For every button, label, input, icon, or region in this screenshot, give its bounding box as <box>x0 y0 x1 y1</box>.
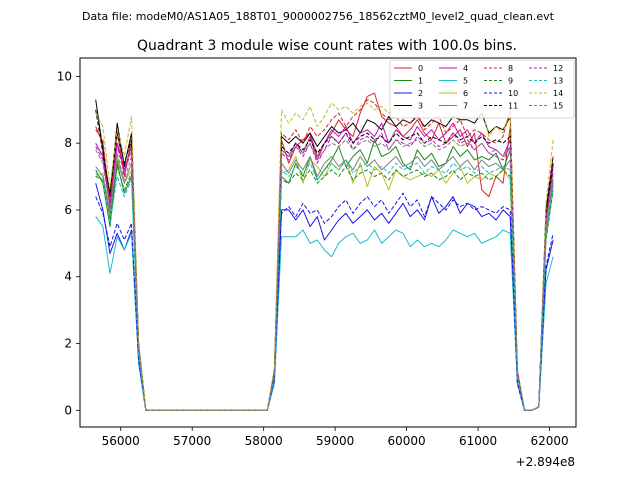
legend-label-7: 7 <box>463 102 468 111</box>
x-tick-label: 58000 <box>245 434 283 448</box>
legend-label-12: 12 <box>553 64 563 73</box>
plot-area-frame <box>79 57 577 428</box>
y-tick-label: 2 <box>64 337 72 351</box>
legend-label-10: 10 <box>508 89 518 98</box>
x-tick-label: 59000 <box>316 434 354 448</box>
x-tick-label: 62000 <box>530 434 568 448</box>
x-tick-label: 56000 <box>102 434 140 448</box>
x-tick-label: 60000 <box>388 434 426 448</box>
y-tick-label: 6 <box>64 203 72 217</box>
legend-label-1: 1 <box>418 77 423 86</box>
y-tick-label: 0 <box>64 403 72 417</box>
series-line-11 <box>95 109 554 411</box>
legend-label-5: 5 <box>463 77 468 86</box>
y-tick-label: 8 <box>64 136 72 150</box>
plot-series <box>95 92 554 411</box>
y-tick-label: 4 <box>64 270 72 284</box>
legend-label-15: 15 <box>553 102 563 111</box>
legend-label-4: 4 <box>463 64 468 73</box>
y-tick-label: 10 <box>57 69 72 83</box>
legend-label-14: 14 <box>553 89 563 98</box>
x-tick-label: 61000 <box>459 434 497 448</box>
legend-label-11: 11 <box>508 102 518 111</box>
data-file-label: Data file: modeM0/AS1A05_188T01_90000027… <box>82 10 555 23</box>
legend-label-13: 13 <box>553 77 563 86</box>
legend-label-6: 6 <box>463 89 468 98</box>
legend-label-8: 8 <box>508 64 513 73</box>
legend-label-2: 2 <box>418 89 423 98</box>
legend-frame <box>389 59 575 119</box>
chart-title: Quadrant 3 module wise count rates with … <box>137 38 517 54</box>
series-line-15 <box>95 139 554 411</box>
legend-label-3: 3 <box>418 102 423 111</box>
x-tick-label: 57000 <box>173 434 211 448</box>
legend-label-0: 0 <box>418 64 423 73</box>
x-offset-label: +2.894e8 <box>516 455 575 469</box>
legend-label-9: 9 <box>508 77 513 86</box>
axis-ticks: 56000 57000 58000 59000 60000 61000 62000 0 2 4 6 8… <box>57 69 569 448</box>
